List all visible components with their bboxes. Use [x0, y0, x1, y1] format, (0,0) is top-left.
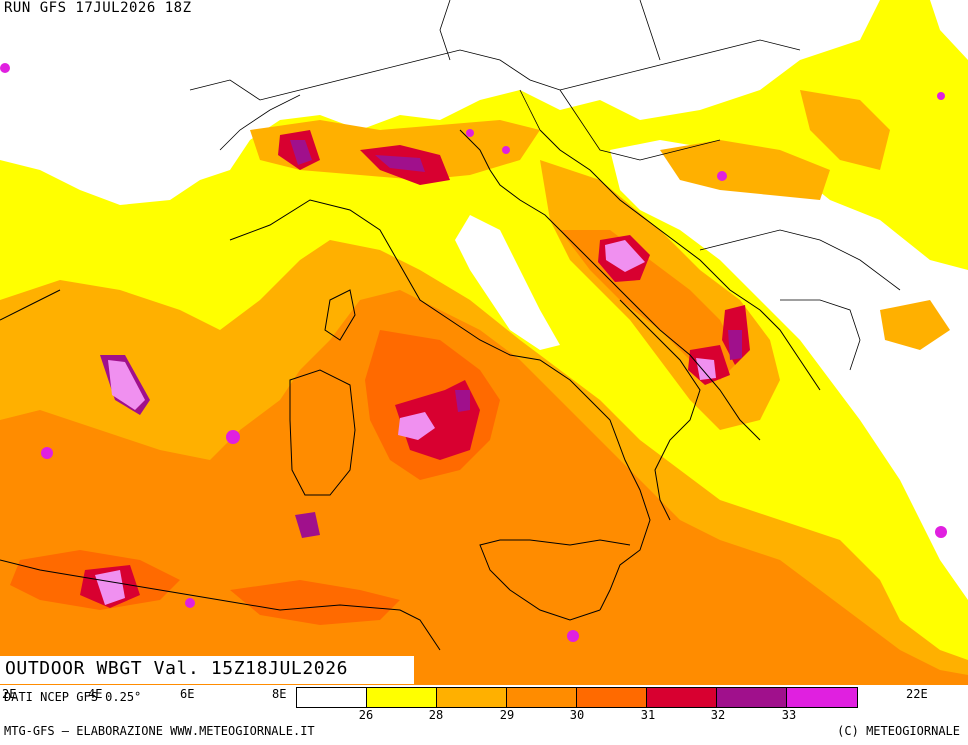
longitude-label: 6E	[180, 687, 195, 701]
run-title: RUN GFS 17JUL2026 18Z	[4, 0, 192, 16]
longitude-label: 4E	[88, 687, 103, 701]
legend-swatch	[437, 688, 507, 707]
footer-copyright: (C) METEOGIORNALE	[837, 724, 960, 738]
coastlines	[0, 129, 821, 651]
low-value-land	[0, 0, 968, 600]
legend-tick-label: 32	[710, 708, 726, 722]
legend-tick-label: 33	[781, 708, 797, 722]
legend-swatch	[577, 688, 647, 707]
legend-swatch	[787, 688, 857, 707]
legend-swatch	[507, 688, 577, 707]
legend-tick-label: 26	[358, 708, 374, 722]
legend-tick-label: 28	[428, 708, 444, 722]
color-legend	[296, 687, 858, 708]
legend-swatch	[717, 688, 787, 707]
valid-time-box	[0, 656, 414, 684]
longitude-label: 8E	[272, 687, 287, 701]
legend-swatch	[647, 688, 717, 707]
wbgt-33-spots	[0, 63, 947, 642]
legend-tick-label: 30	[569, 708, 585, 722]
longitude-label: 22E	[906, 687, 928, 701]
country-borders	[189, 0, 901, 371]
longitude-label: 2E	[2, 687, 17, 701]
wbgt-34-hotspots	[95, 240, 716, 605]
legend-swatch	[367, 688, 437, 707]
valid-time-title: OUTDOOR WBGT Val. 15Z18JUL2026	[5, 658, 349, 679]
legend-tick-label: 31	[640, 708, 656, 722]
data-source-label: DATI NCEP GFS 0.25°	[4, 690, 142, 704]
legend-tick-label: 29	[499, 708, 515, 722]
footer-credit: MTG-GFS — ELABORAZIONE WWW.METEOGIORNALE…	[4, 724, 315, 738]
legend-swatch	[297, 688, 367, 707]
